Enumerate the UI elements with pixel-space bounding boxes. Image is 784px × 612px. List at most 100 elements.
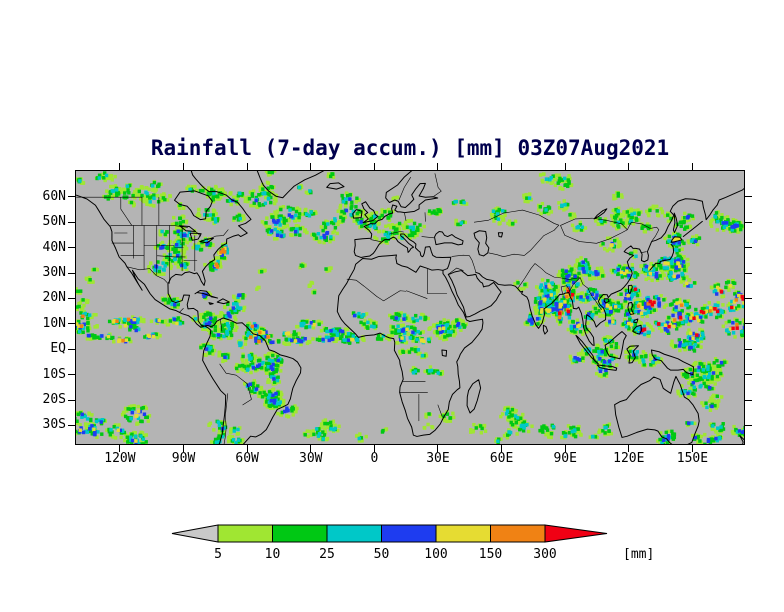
coastlines: [76, 171, 744, 444]
colorbar-level-label: 10: [265, 547, 281, 562]
borders-eurasia: [371, 174, 659, 310]
lat-tick-label: 10S: [42, 366, 66, 382]
coastline-north-america-west: [76, 195, 225, 444]
map-plot-area: [75, 170, 745, 445]
lon-tick-mark: [373, 445, 375, 452]
lon-tick-mark: [246, 163, 248, 170]
lon-tick-mark: [310, 163, 312, 170]
country-borders: [76, 174, 658, 444]
lon-tick-label: 30W: [299, 451, 323, 466]
coastline-british-isles: [353, 202, 378, 223]
lon-tick-mark: [691, 445, 693, 452]
coastline-africa: [337, 255, 483, 436]
lat-tick-mark: [745, 399, 752, 401]
coastline-madagascar: [467, 380, 481, 413]
lon-tick-mark: [310, 445, 312, 452]
lat-tick-mark: [68, 297, 75, 299]
colorbar-segment: [272, 524, 328, 543]
lon-tick-label: 150E: [676, 451, 709, 466]
colorbar-segment: [217, 524, 273, 543]
coastline-great-lakes: [180, 226, 214, 243]
lat-tick-mark: [68, 424, 75, 426]
world-rainfall-map: [76, 171, 744, 444]
colorbar-svg: 5 10 25 50 100 150 300 [mm]: [171, 524, 654, 562]
lon-tick-mark: [373, 163, 375, 170]
lon-tick-mark: [691, 163, 693, 170]
lon-tick-mark: [246, 445, 248, 452]
lon-tick-mark: [501, 163, 503, 170]
lon-tick-mark: [501, 445, 503, 452]
lon-tick-label: 120E: [613, 451, 645, 466]
lat-tick-label: 20N: [42, 290, 66, 306]
lon-tick-mark: [437, 445, 439, 452]
colorbar-level-label: 50: [374, 547, 390, 562]
lon-tick-mark: [119, 445, 121, 452]
lon-tick-label: 60E: [489, 451, 514, 466]
lat-tick-mark: [745, 323, 752, 325]
lat-tick-mark: [745, 272, 752, 274]
lon-tick-mark: [564, 163, 566, 170]
lat-tick-mark: [68, 348, 75, 350]
lat-tick-label: 30N: [42, 265, 66, 281]
lon-tick-label: 90W: [171, 451, 196, 466]
colorbar: 5 10 25 50 100 150 300 [mm]: [168, 522, 708, 568]
coastline-black-sea: [435, 231, 464, 244]
colorbar-above-range-arrow: [544, 524, 608, 543]
figure-title: Rainfall (7-day accum.) [mm] 03Z07Aug202…: [150, 136, 670, 160]
coastline-australia-nz: [615, 376, 744, 444]
lat-tick-mark: [745, 247, 752, 249]
coastline-greenland: [257, 171, 325, 198]
borders-americas: [76, 197, 251, 444]
lat-tick-label: 30S: [42, 417, 66, 433]
lon-tick-label: 60W: [235, 451, 259, 466]
lon-tick-label: 90E: [553, 451, 577, 466]
coastline-lakes: [442, 209, 607, 356]
lon-tick-mark: [437, 163, 439, 170]
lon-tick-mark: [119, 163, 121, 170]
coastline-taiwan-hainan-philippines: [604, 285, 641, 334]
lat-tick-mark: [745, 196, 752, 198]
lon-tick-mark: [564, 445, 566, 452]
colorbar-level-label: 100: [424, 547, 447, 562]
colorbar-segment: [381, 524, 437, 543]
lat-tick-mark: [745, 348, 752, 350]
colorbar-level-label: 25: [319, 547, 335, 562]
lon-tick-mark: [628, 445, 630, 452]
colorbar-level-label: 5: [214, 547, 222, 562]
lon-tick-label: 120W: [104, 451, 136, 466]
lon-tick-mark: [628, 163, 630, 170]
colorbar-segment: [435, 524, 491, 543]
lat-tick-mark: [745, 221, 752, 223]
coastline-new-guinea: [651, 350, 693, 375]
lat-tick-mark: [68, 374, 75, 376]
lat-tick-mark: [68, 323, 75, 325]
colorbar-level-label: 150: [479, 547, 502, 562]
lat-tick-mark: [68, 399, 75, 401]
lat-tick-label: 50N: [42, 214, 66, 230]
coastline-caspian-aral: [474, 231, 503, 256]
coastline-europe-mediterranean: [354, 171, 451, 270]
lat-tick-label: 20S: [42, 392, 66, 408]
lon-tick-mark: [183, 445, 185, 452]
coastline-japan-sakhalin-kuril: [650, 213, 702, 270]
lon-tick-label: 0: [370, 451, 379, 466]
coastline-indonesia: [576, 332, 639, 371]
colorbar-unit-label: [mm]: [623, 547, 654, 562]
lon-tick-mark: [183, 163, 185, 170]
lat-tick-label: 60N: [42, 188, 66, 204]
lat-tick-mark: [745, 297, 752, 299]
colorbar-level-label: 300: [533, 547, 556, 562]
coastline-hudson-bay: [175, 191, 213, 220]
coastline-caribbean-islands: [195, 290, 229, 304]
colorbar-segment: [490, 524, 546, 543]
lon-tick-label: 30E: [426, 451, 450, 466]
lat-tick-mark: [68, 247, 75, 249]
coastline-americas-east: [168, 171, 301, 444]
borders-africa: [347, 269, 447, 420]
lat-tick-mark: [745, 374, 752, 376]
lat-tick-mark: [68, 221, 75, 223]
lat-tick-mark: [68, 196, 75, 198]
colorbar-segment: [326, 524, 382, 543]
coastline-sri-lanka: [543, 325, 547, 334]
